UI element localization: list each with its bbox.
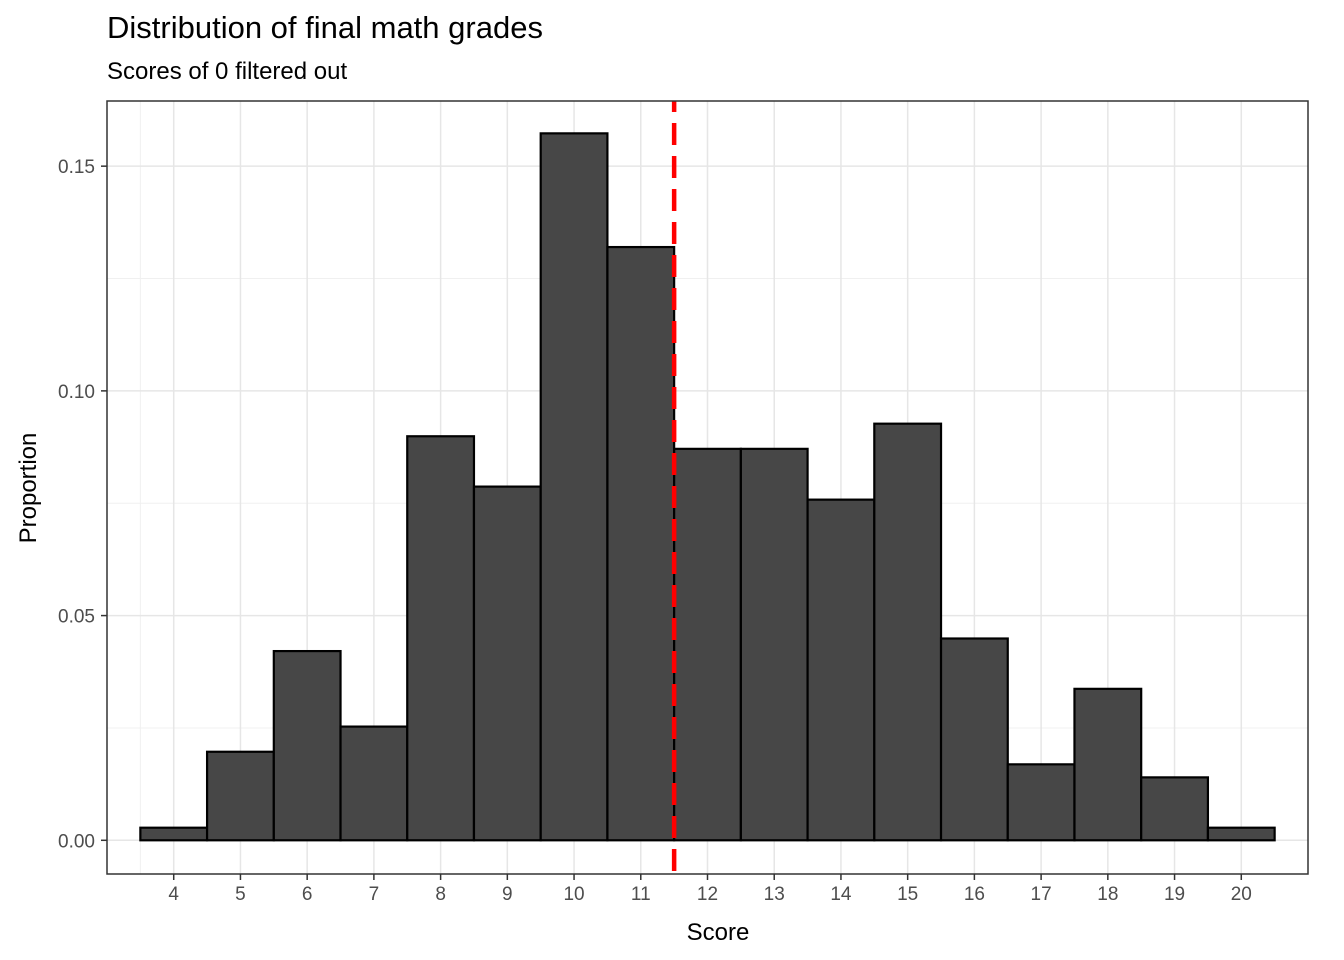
bar-15: [873, 422, 943, 842]
bar-7: [339, 725, 409, 842]
bar-6: [272, 649, 342, 842]
bar-19: [1140, 776, 1210, 842]
bar-9: [472, 485, 542, 842]
x-tick-label: 16: [964, 884, 985, 905]
bar-10: [539, 132, 609, 842]
bar-18: [1073, 687, 1143, 842]
bar-16: [939, 637, 1009, 842]
x-tick-label: 6: [302, 884, 313, 905]
x-axis-ticks: 4 5 6 7 8 9 10 11 12 13 14 15 16 17 18 19 20: [168, 874, 1252, 905]
x-tick-label: 18: [1097, 884, 1118, 905]
bar-20: [1206, 826, 1276, 842]
x-tick-label: 9: [502, 884, 513, 905]
x-tick-label: 12: [697, 884, 718, 905]
bar-11: [606, 245, 676, 842]
x-tick-label: 17: [1031, 884, 1052, 905]
bar-17: [1006, 763, 1076, 842]
bar-4: [139, 826, 209, 842]
x-tick-label: 11: [631, 884, 651, 905]
bar-12: [673, 447, 742, 842]
chart-title: Distribution of final math grades: [107, 10, 543, 45]
bar-8: [406, 435, 476, 842]
y-tick-label: 0.00: [58, 831, 95, 852]
bar-14: [806, 498, 876, 842]
x-tick-label: 13: [764, 884, 785, 905]
x-tick-label: 7: [369, 884, 380, 905]
x-tick-label: 10: [563, 884, 584, 905]
x-tick-label: 5: [235, 884, 246, 905]
x-tick-label: 14: [830, 884, 852, 905]
x-tick-label: 8: [435, 884, 446, 905]
chart-subtitle: Scores of 0 filtered out: [107, 58, 348, 85]
bars-group: [139, 132, 1276, 842]
x-tick-label: 19: [1164, 884, 1185, 905]
y-tick-label: 0.05: [58, 607, 95, 628]
bar-5: [205, 750, 275, 842]
x-tick-label: 4: [168, 884, 179, 905]
x-axis-title: Score: [687, 919, 750, 946]
bar-13: [739, 447, 809, 842]
x-tick-label: 20: [1231, 884, 1252, 905]
y-axis-ticks: 0.00 0.05 0.10 0.15: [58, 157, 107, 852]
y-tick-label: 0.10: [58, 382, 95, 403]
y-tick-label: 0.15: [58, 157, 95, 178]
x-tick-label: 15: [897, 884, 918, 905]
y-axis-title: Proportion: [15, 433, 42, 544]
